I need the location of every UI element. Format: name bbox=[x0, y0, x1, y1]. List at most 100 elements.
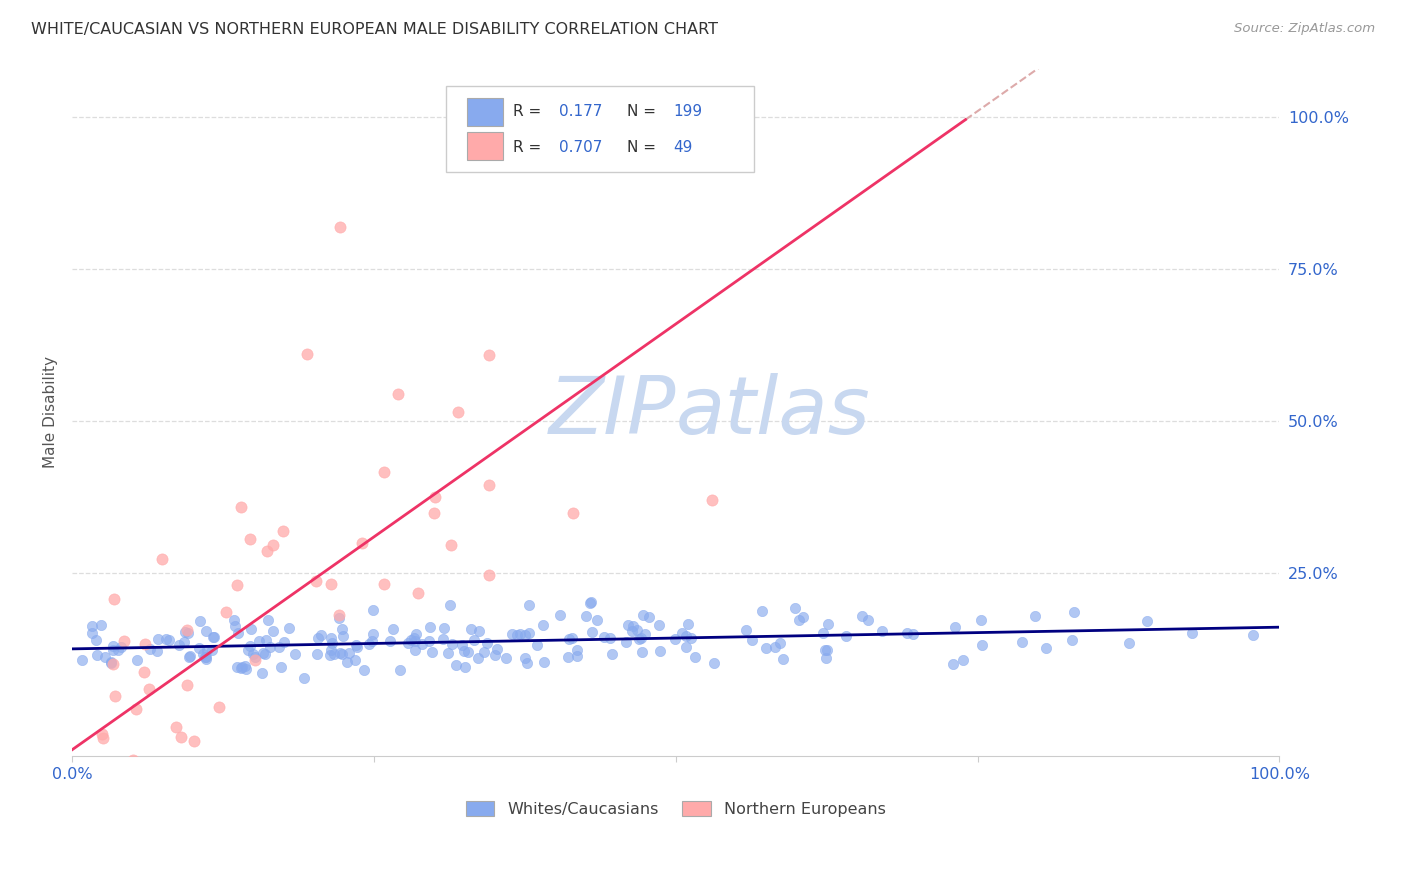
Point bbox=[195, 643, 218, 657]
Text: 0.707: 0.707 bbox=[558, 140, 602, 155]
Point bbox=[741, 632, 763, 647]
Point bbox=[239, 640, 262, 654]
Point bbox=[561, 632, 583, 646]
Point bbox=[101, 642, 124, 657]
Point bbox=[208, 700, 231, 714]
Point bbox=[942, 657, 965, 672]
Point bbox=[517, 625, 540, 640]
Point bbox=[224, 613, 246, 627]
Point bbox=[634, 626, 657, 640]
Point bbox=[224, 619, 246, 633]
Point bbox=[616, 618, 638, 632]
Point bbox=[344, 653, 367, 667]
Point bbox=[353, 663, 375, 677]
Point bbox=[328, 607, 350, 622]
Point bbox=[344, 638, 367, 652]
Point bbox=[142, 765, 165, 780]
Point bbox=[321, 643, 343, 657]
Point bbox=[146, 632, 169, 646]
Point bbox=[581, 625, 603, 640]
FancyBboxPatch shape bbox=[446, 86, 754, 171]
Point bbox=[406, 586, 429, 600]
Point bbox=[901, 626, 924, 640]
Point bbox=[735, 623, 758, 637]
Point bbox=[90, 727, 112, 741]
Point bbox=[179, 648, 201, 663]
Point bbox=[751, 604, 773, 618]
Point bbox=[225, 578, 247, 592]
Point bbox=[405, 627, 427, 641]
Point bbox=[107, 643, 129, 657]
Point bbox=[254, 633, 277, 648]
Point bbox=[495, 650, 517, 665]
Point bbox=[273, 524, 295, 538]
Point bbox=[188, 614, 211, 628]
Point bbox=[121, 753, 143, 767]
Point bbox=[872, 624, 894, 638]
Point bbox=[134, 637, 156, 651]
Point bbox=[531, 618, 554, 632]
Point bbox=[783, 601, 806, 615]
Point bbox=[1011, 635, 1033, 649]
Point bbox=[82, 618, 104, 632]
Point bbox=[593, 630, 616, 644]
Point bbox=[513, 650, 536, 665]
Point bbox=[440, 538, 463, 552]
Point bbox=[463, 633, 485, 648]
Point bbox=[150, 552, 173, 566]
Point bbox=[447, 405, 470, 419]
Point bbox=[127, 653, 149, 667]
Point bbox=[509, 627, 531, 641]
Text: ZIP: ZIP bbox=[548, 373, 676, 451]
Point bbox=[100, 655, 122, 669]
Point bbox=[256, 544, 278, 558]
Point bbox=[193, 647, 215, 661]
Point bbox=[565, 648, 588, 663]
Point bbox=[193, 650, 215, 665]
Point bbox=[647, 617, 669, 632]
Point bbox=[201, 643, 224, 657]
Point bbox=[90, 618, 112, 632]
Point bbox=[700, 493, 723, 508]
Point bbox=[478, 477, 501, 491]
Point bbox=[307, 632, 329, 646]
Point bbox=[404, 643, 426, 657]
Point bbox=[450, 638, 472, 652]
Point bbox=[814, 643, 837, 657]
Point bbox=[772, 652, 794, 666]
Point bbox=[202, 630, 225, 644]
Point bbox=[91, 731, 114, 746]
Point bbox=[82, 626, 104, 640]
Point bbox=[183, 734, 205, 748]
Text: N =: N = bbox=[627, 140, 661, 155]
Point bbox=[460, 622, 482, 636]
Point bbox=[104, 690, 127, 704]
Point bbox=[792, 610, 814, 624]
Point bbox=[478, 348, 501, 362]
Point bbox=[169, 638, 191, 652]
Point bbox=[856, 613, 879, 627]
Point bbox=[621, 618, 644, 632]
Point bbox=[439, 599, 461, 613]
Point bbox=[141, 767, 163, 781]
Point bbox=[454, 660, 477, 674]
Point bbox=[269, 640, 291, 655]
Point bbox=[404, 634, 426, 648]
Point bbox=[243, 652, 266, 666]
Point bbox=[259, 640, 281, 655]
Point bbox=[332, 647, 354, 661]
Point bbox=[484, 648, 506, 662]
Point bbox=[433, 621, 456, 635]
Point bbox=[176, 625, 198, 640]
Point bbox=[225, 660, 247, 674]
Point bbox=[1118, 636, 1140, 650]
Point bbox=[194, 624, 217, 638]
Point bbox=[321, 635, 343, 649]
Point bbox=[112, 633, 135, 648]
Point bbox=[226, 626, 249, 640]
Point bbox=[194, 650, 217, 665]
Point bbox=[373, 465, 395, 479]
Text: 0.177: 0.177 bbox=[558, 104, 602, 120]
Point bbox=[565, 642, 588, 657]
Point bbox=[763, 640, 786, 654]
